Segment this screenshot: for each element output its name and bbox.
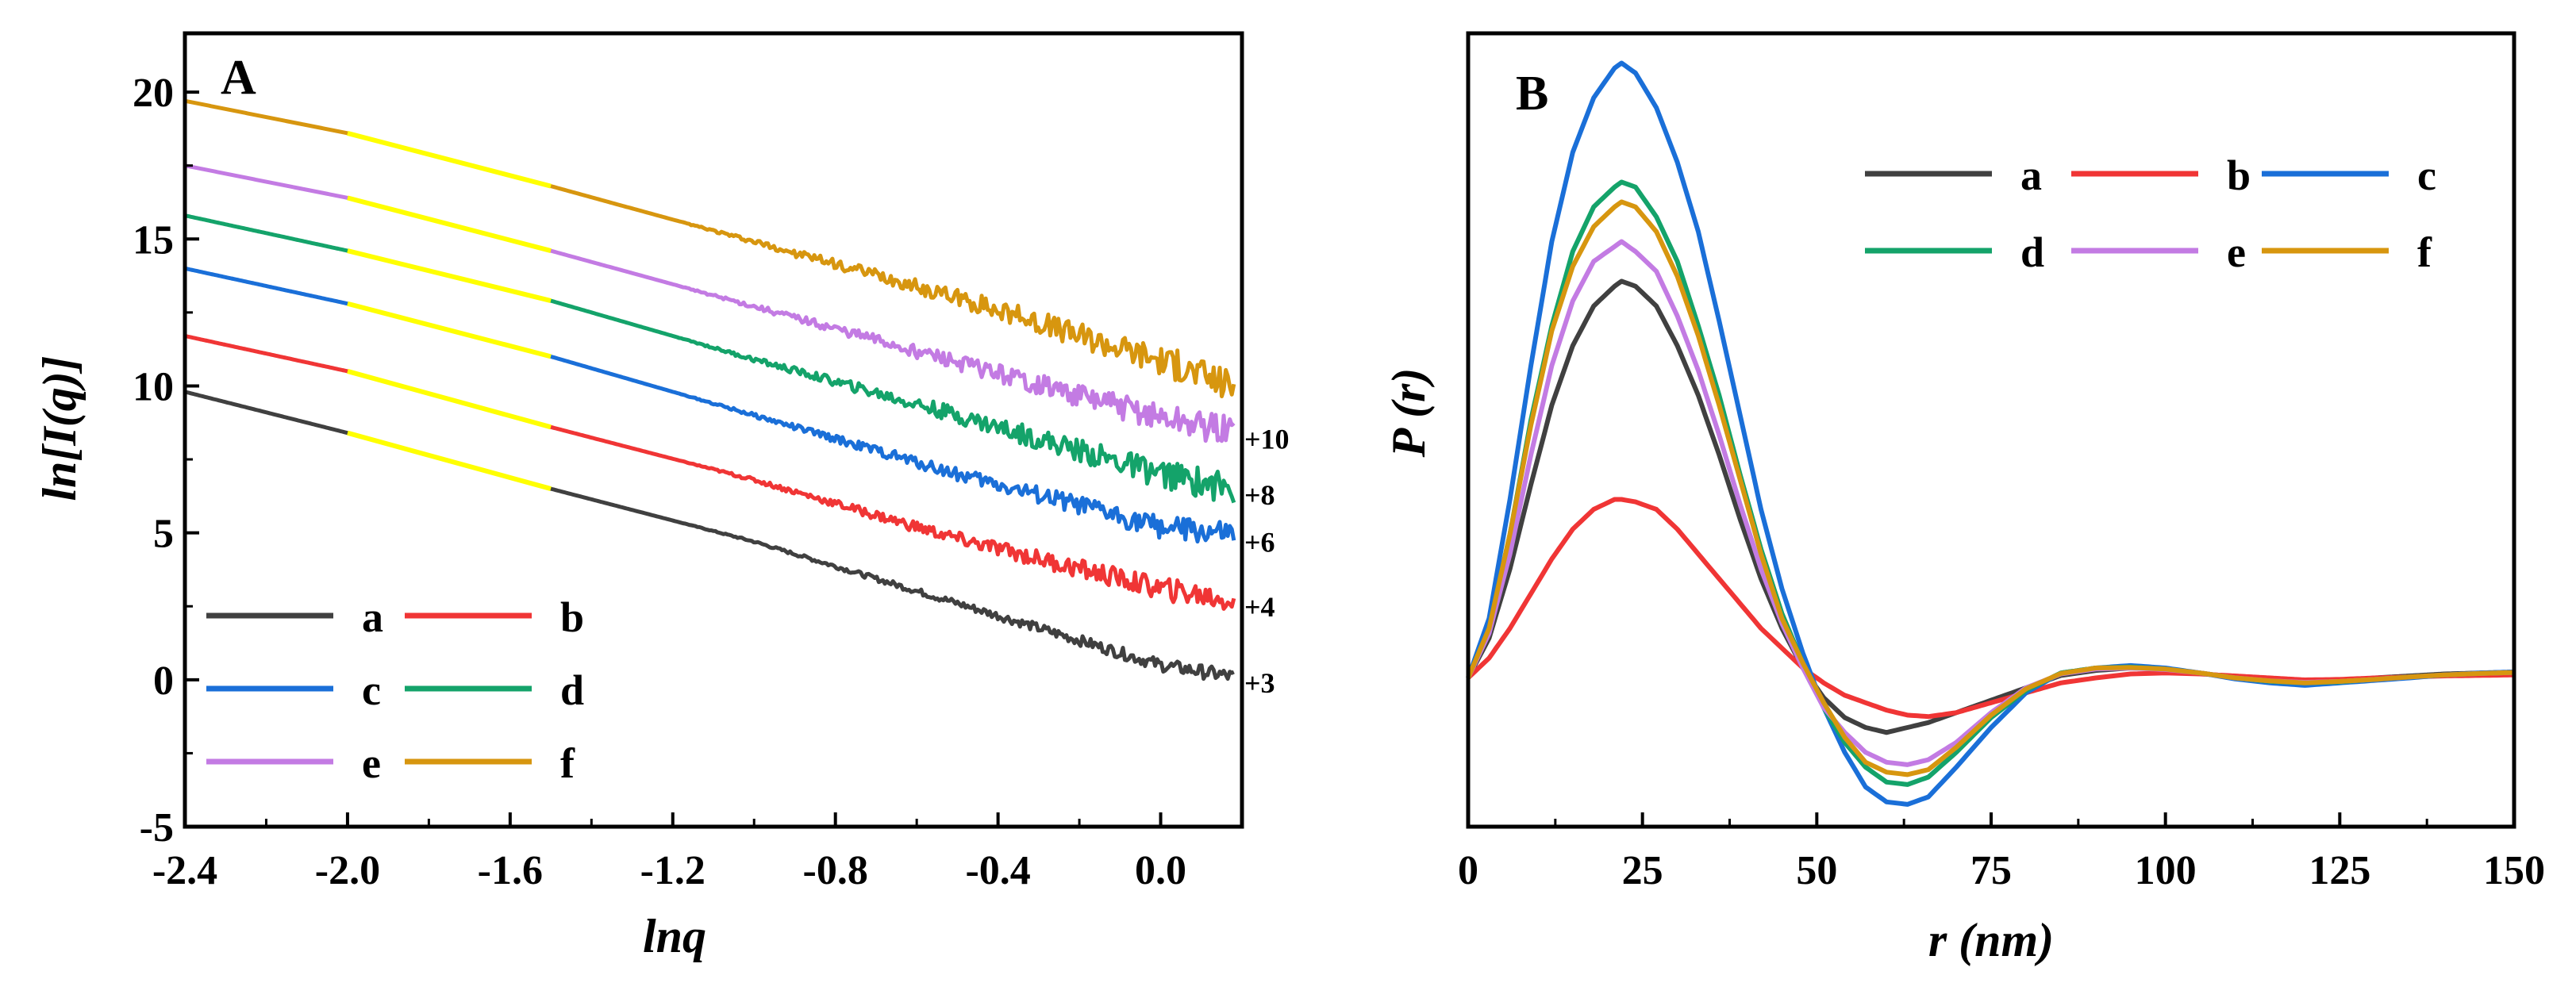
y-tick-label: 20 bbox=[133, 71, 174, 116]
fit-range-segment-f bbox=[347, 131, 552, 189]
offset-label-b: +4 bbox=[1244, 591, 1275, 623]
panel-a-legend: a b c d e f bbox=[206, 593, 584, 787]
offset-label-c: +6 bbox=[1244, 526, 1275, 558]
pr-curve-f bbox=[1466, 199, 2515, 777]
x-tick-label: 25 bbox=[1622, 848, 1663, 893]
legend-label-d: d bbox=[2020, 228, 2044, 276]
panel-a-ylabel: ln[I(q)] bbox=[33, 355, 86, 501]
panel-b-ticks: 0 25 50 75 100 125 150 bbox=[1458, 812, 2545, 893]
x-tick-label: 150 bbox=[2483, 848, 2545, 893]
x-tick-label: -1.6 bbox=[478, 848, 543, 893]
x-tick-label: 100 bbox=[2135, 848, 2197, 893]
x-tick-label: -0.4 bbox=[965, 848, 1030, 893]
series-line-a bbox=[184, 390, 1235, 681]
legend-label-c: c bbox=[2417, 152, 2436, 199]
series-line-b bbox=[184, 334, 1236, 611]
x-tick-label: 75 bbox=[1970, 848, 2012, 893]
y-tick-label: 10 bbox=[133, 364, 174, 409]
legend-label-f: f bbox=[2417, 228, 2432, 276]
offset-label-d: +8 bbox=[1244, 479, 1275, 511]
legend-label-e: e bbox=[362, 739, 381, 787]
series-line-d bbox=[184, 213, 1236, 504]
fit-range-segment-a bbox=[347, 430, 552, 491]
panel-a-series-group bbox=[184, 98, 1236, 681]
x-tick-label: -2.4 bbox=[152, 848, 217, 893]
offset-label-a: +3 bbox=[1244, 667, 1275, 699]
legend-label-b: b bbox=[2227, 152, 2251, 199]
panel-a-xlabel: lnq bbox=[643, 910, 706, 962]
legend-label-f: f bbox=[560, 739, 575, 787]
panel-a-label: A bbox=[221, 51, 256, 105]
panel-b-label: B bbox=[1516, 67, 1548, 121]
legend-label-b: b bbox=[560, 593, 584, 641]
fit-range-segment-c bbox=[347, 301, 552, 359]
pr-curve-d bbox=[1466, 179, 2515, 787]
y-tick-label: -5 bbox=[140, 805, 174, 850]
pr-curve-e bbox=[1466, 239, 2515, 767]
panel-b-legend: a b c d e f bbox=[1865, 152, 2436, 276]
x-tick-label: 0.0 bbox=[1135, 848, 1186, 893]
y-tick-label: 5 bbox=[153, 512, 174, 557]
legend-label-c: c bbox=[362, 666, 381, 714]
panel-a: -2.4 -2.0 -1.6 -1.2 -0.8 -0.4 0.0 -5 0 5 10 15 20 +3… bbox=[33, 31, 1290, 962]
legend-label-d: d bbox=[560, 666, 584, 714]
y-tick-label: 15 bbox=[133, 217, 174, 263]
x-tick-label: -0.8 bbox=[803, 848, 868, 893]
panel-a-offset-labels: +3 +4 +6 +8 +10 bbox=[1244, 424, 1290, 699]
pr-curve-b bbox=[1466, 497, 2514, 720]
x-tick-label: 125 bbox=[2309, 848, 2370, 893]
x-tick-label: -1.2 bbox=[640, 848, 706, 893]
legend-label-a: a bbox=[2020, 152, 2042, 199]
legend-label-a: a bbox=[362, 593, 383, 641]
panel-b-ylabel: P (r) bbox=[1382, 368, 1435, 459]
panel-a-frame bbox=[183, 31, 1244, 829]
legend-label-e: e bbox=[2227, 228, 2246, 276]
fit-range-segment-e bbox=[347, 195, 552, 253]
offset-label-e: +10 bbox=[1244, 424, 1290, 455]
fit-range-segment-b bbox=[347, 369, 552, 430]
x-tick-label: -2.0 bbox=[315, 848, 380, 893]
panel-b-series-group bbox=[1466, 60, 2515, 807]
x-tick-label: 0 bbox=[1458, 848, 1478, 893]
panel-b-frame bbox=[1466, 31, 2516, 829]
x-tick-label: 50 bbox=[1796, 848, 1837, 893]
panel-a-ticks: -2.4 -2.0 -1.6 -1.2 -0.8 -0.4 0.0 -5 0 5 10 15 20 bbox=[133, 71, 1244, 893]
y-tick-label: 0 bbox=[153, 658, 174, 704]
fit-range-segment-d bbox=[347, 248, 552, 303]
panel-b: 0 25 50 75 100 125 150 B r (nm) P (r) a b c d e f bbox=[1382, 31, 2545, 966]
pr-curve-a bbox=[1466, 278, 2515, 735]
panel-b-xlabel: r (nm) bbox=[1928, 914, 2054, 966]
